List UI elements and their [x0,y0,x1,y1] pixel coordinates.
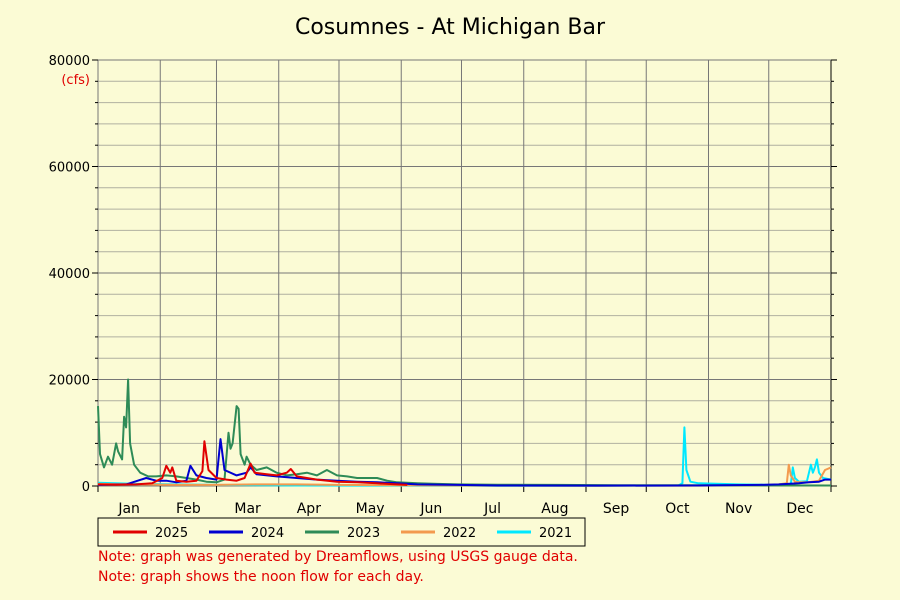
legend-label-2023: 2023 [347,526,380,541]
axes: 0 20000 40000 60000 80000 Jan Feb Mar Apr May Jun J… [49,54,837,517]
x-tick-label: Sep [603,501,630,517]
legend-label-2022: 2022 [443,526,476,541]
series-line-2025 [97,440,408,486]
series-line-2021 [97,426,832,487]
legend-label-2024: 2024 [251,526,284,541]
legend: 2025 2024 2023 2022 2021 [97,517,586,547]
x-tick-label: Aug [541,501,568,517]
unit-label: (cfs) [61,73,90,88]
x-tick-label: Dec [786,501,813,517]
grid-lines [97,59,831,487]
x-tick-label: Feb [176,501,201,517]
x-tick-label: Jun [419,501,442,517]
series-line-2023 [97,378,832,487]
note-noon-flow: Note: graph shows the noon flow for each… [98,569,424,585]
x-tick-label: Jan [117,501,140,517]
x-tick-label: Jul [483,501,501,517]
series-lines [97,378,832,487]
y-tick-label: 80000 [49,54,90,69]
note-source: Note: graph was generated by Dreamflows,… [98,549,578,565]
y-tick-label: 20000 [49,374,90,389]
legend-label-2025: 2025 [155,526,188,541]
x-tick-label: Oct [665,501,690,517]
y-tick-label: 60000 [49,161,90,176]
x-tick-label: May [356,501,385,517]
x-tick-label: Apr [297,501,321,517]
x-tick-label: Nov [725,501,752,517]
legend-label-2021: 2021 [539,526,572,541]
x-tick-label: Mar [234,501,261,517]
series-line-2024 [97,438,831,487]
y-tick-label: 0 [82,480,90,495]
chart-title: Cosumnes - At Michigan Bar [295,15,606,40]
y-tick-label: 40000 [49,267,90,282]
